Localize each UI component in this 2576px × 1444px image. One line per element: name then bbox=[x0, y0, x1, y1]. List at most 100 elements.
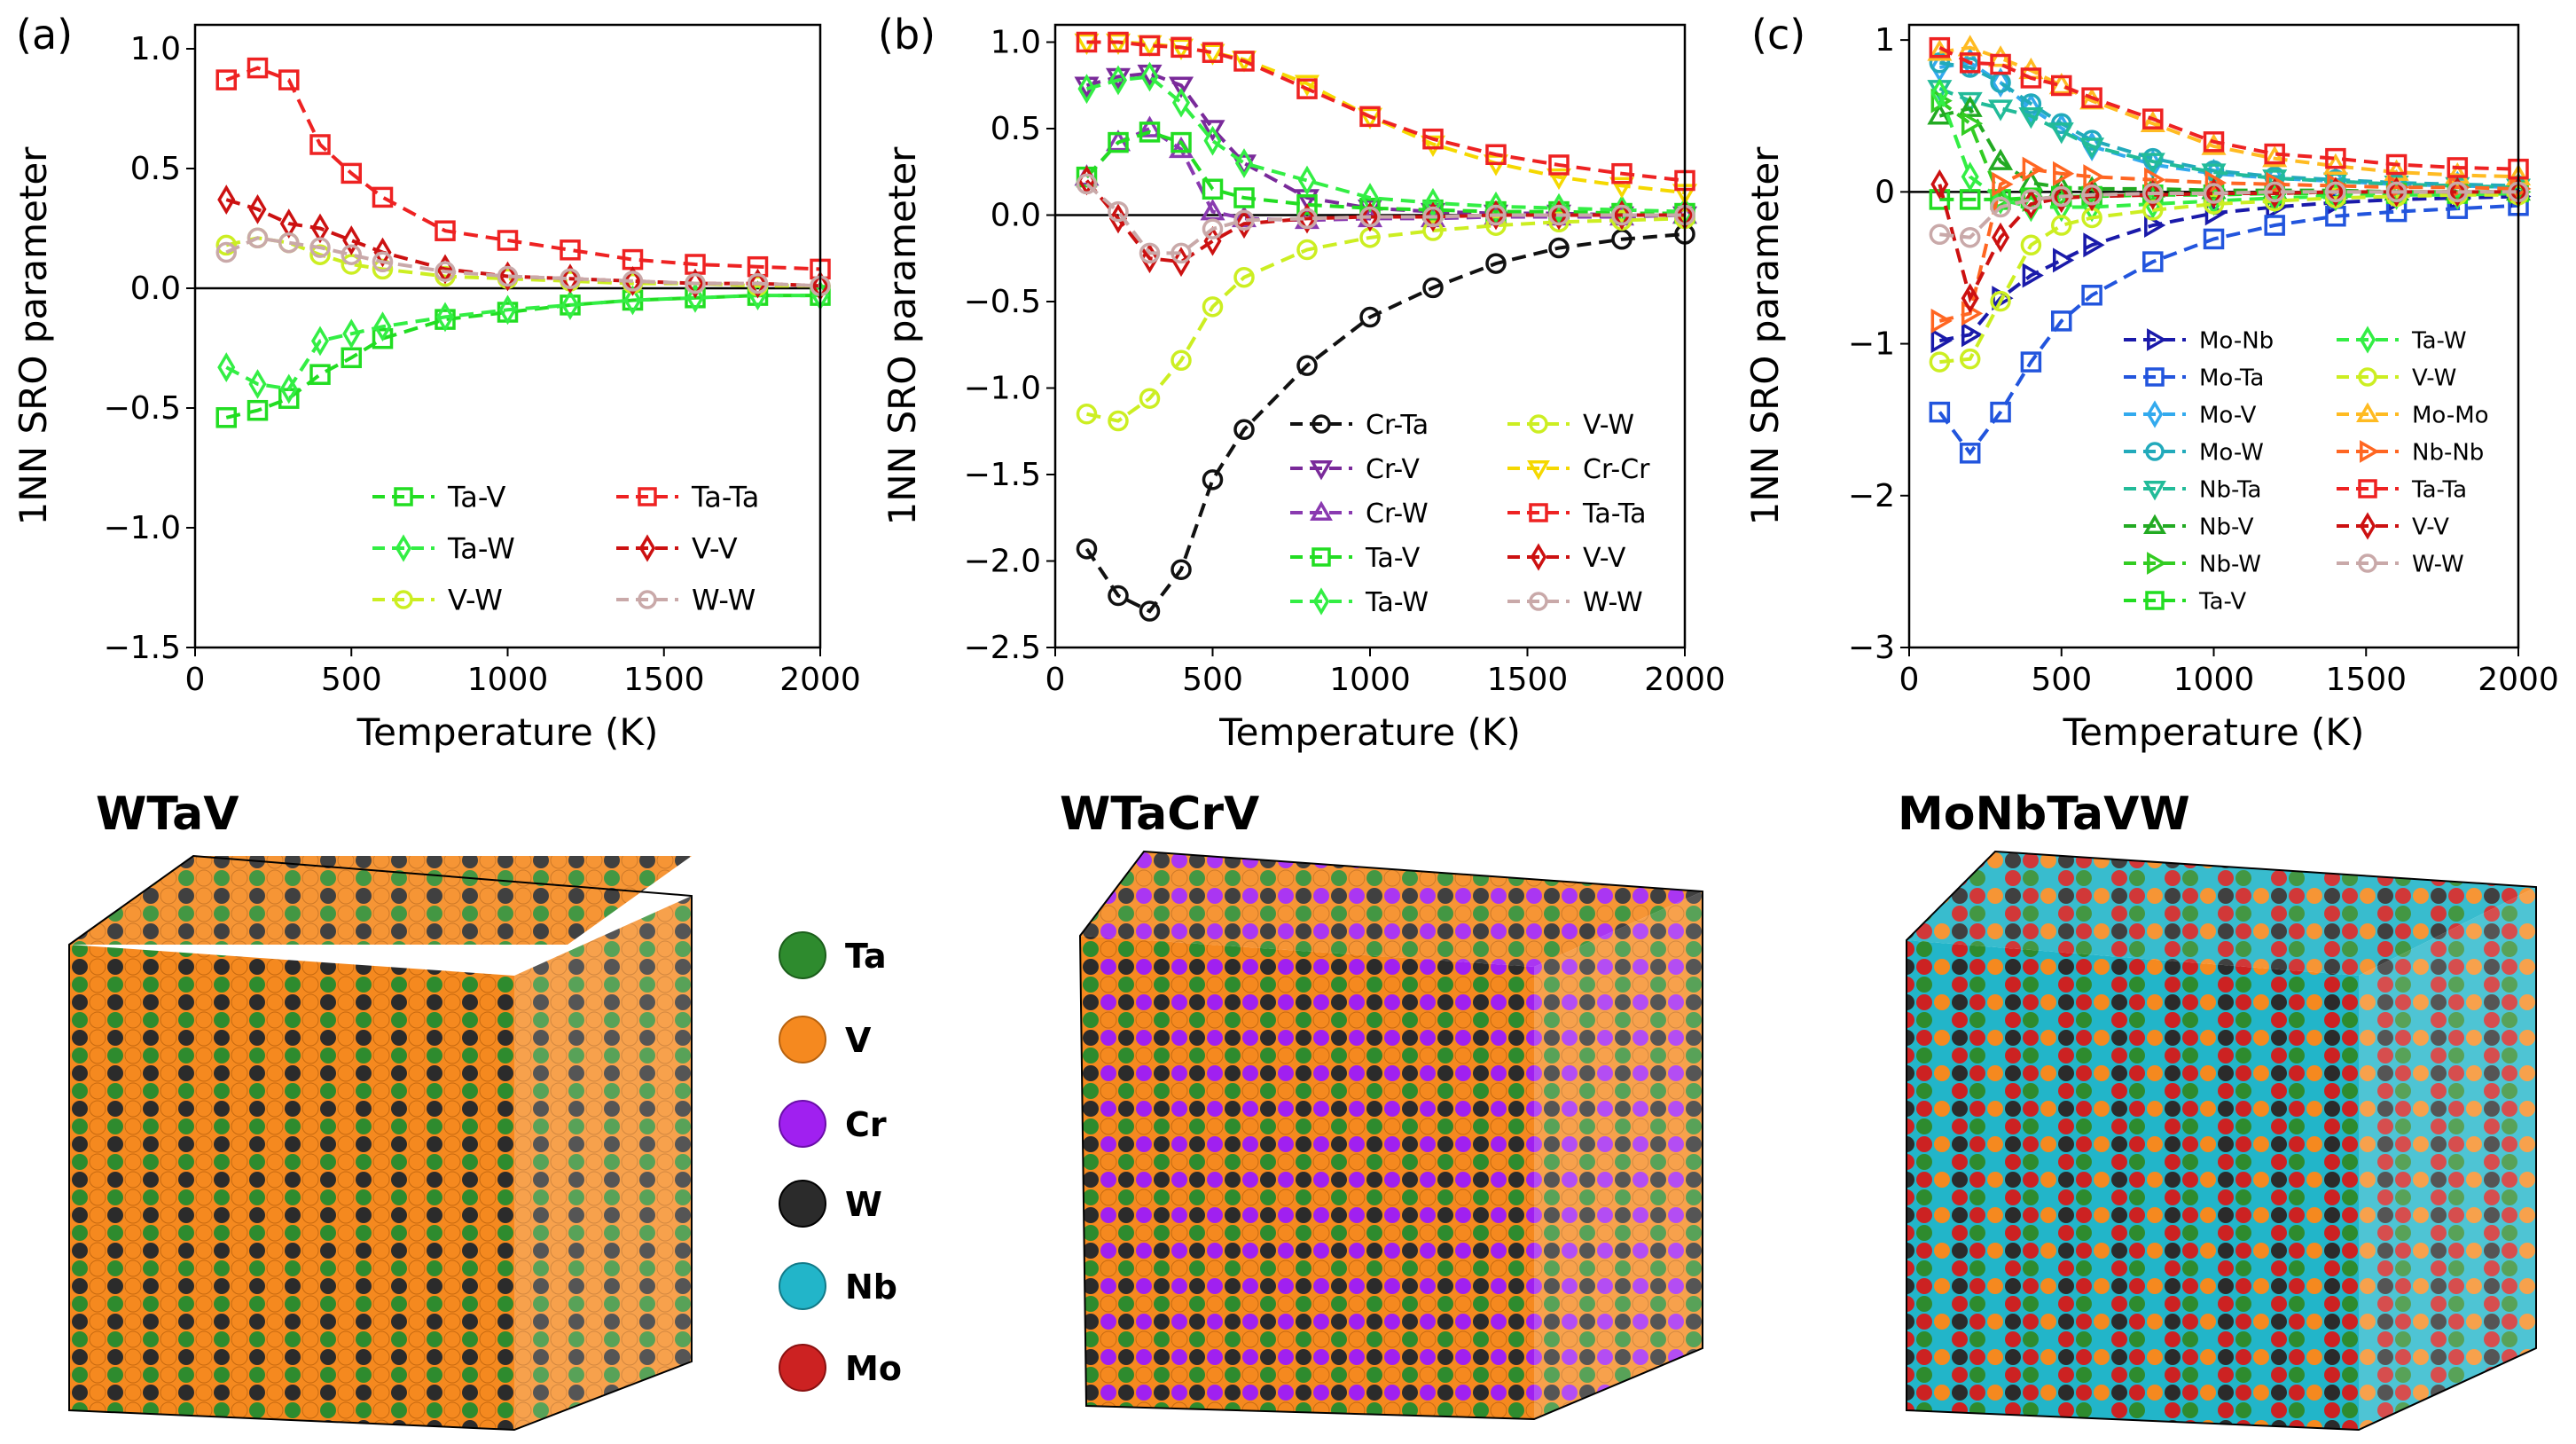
data-point bbox=[247, 57, 269, 79]
data-point bbox=[1200, 43, 1225, 66]
data-point bbox=[1359, 106, 1381, 128]
y-tick-label: −1.5 bbox=[964, 457, 1041, 493]
legend-label: V-V bbox=[2412, 514, 2449, 540]
data-point bbox=[1957, 91, 1983, 114]
y-tick-label: 1 bbox=[1875, 22, 1895, 59]
data-point bbox=[2022, 263, 2044, 288]
legend-marker bbox=[2356, 402, 2379, 422]
data-point bbox=[1202, 42, 1224, 63]
x-axis-label: Temperature (K) bbox=[356, 710, 659, 754]
legend-label: Ta-V bbox=[2198, 588, 2246, 615]
data-point bbox=[341, 254, 362, 275]
data-point bbox=[2325, 147, 2346, 169]
legend-item-v-w: V-W bbox=[2337, 365, 2456, 391]
data-point bbox=[560, 289, 580, 320]
series-line bbox=[1938, 45, 2519, 171]
data-point bbox=[215, 241, 237, 263]
data-point bbox=[1233, 419, 1255, 441]
data-point bbox=[1076, 538, 1098, 560]
legend-label: W-W bbox=[2412, 551, 2464, 577]
data-point bbox=[1203, 125, 1222, 156]
element-swatch-v bbox=[779, 1016, 826, 1063]
data-point bbox=[1202, 296, 1224, 318]
legend-label: V-V bbox=[1583, 543, 1626, 574]
legend-item-w-w: W-W bbox=[1507, 587, 1643, 618]
series-ta-ta bbox=[1929, 36, 2529, 180]
legend-item-v-w: V-W bbox=[372, 584, 503, 617]
data-point bbox=[1990, 196, 2011, 218]
series-ta-v bbox=[215, 285, 831, 428]
data-point bbox=[342, 318, 361, 349]
legend-label: Nb-Ta bbox=[2199, 476, 2261, 503]
data-point bbox=[1927, 103, 1953, 125]
data-point bbox=[560, 263, 580, 294]
legend-marker bbox=[1529, 592, 1548, 611]
legend-label: Ta-Ta bbox=[691, 481, 759, 514]
data-point bbox=[1930, 78, 1949, 108]
series-line bbox=[1086, 216, 1686, 423]
cube-frame bbox=[68, 854, 693, 1432]
data-point bbox=[1422, 220, 1444, 241]
data-point bbox=[2326, 177, 2345, 208]
data-point bbox=[2020, 189, 2042, 210]
y-tick-label: −1.5 bbox=[104, 630, 181, 666]
data-point bbox=[435, 261, 456, 282]
y-axis-label: 1NN SRO parameter bbox=[881, 146, 924, 526]
legend-label: Mo-W bbox=[2199, 439, 2264, 466]
legend-marker bbox=[394, 590, 413, 609]
x-tick-label: 1000 bbox=[467, 662, 549, 698]
legend-marker bbox=[2147, 328, 2167, 351]
data-point bbox=[1961, 322, 1984, 348]
data-point bbox=[2083, 164, 2105, 190]
legend-item-nb-nb: Nb-Nb bbox=[2337, 439, 2484, 466]
series-v-w bbox=[1076, 208, 1695, 432]
data-point bbox=[2447, 157, 2469, 178]
data-point bbox=[1992, 184, 2010, 215]
series-line bbox=[1085, 75, 1686, 214]
data-point bbox=[1423, 187, 1443, 218]
legend-item-ta-v: Ta-V bbox=[372, 481, 506, 514]
x-tick-label: 1500 bbox=[2325, 662, 2407, 698]
data-point bbox=[341, 347, 362, 369]
legend-marker bbox=[1530, 543, 1547, 571]
data-point bbox=[1422, 199, 1444, 221]
data-point bbox=[2385, 181, 2408, 203]
y-tick-label: 1.0 bbox=[990, 25, 1041, 61]
y-tick-label: 0.0 bbox=[990, 198, 1041, 234]
data-point bbox=[1611, 162, 1633, 184]
data-point bbox=[2204, 170, 2227, 196]
cube-side-face bbox=[2359, 887, 2536, 1430]
data-point bbox=[497, 265, 519, 287]
legend-item-nb-w: Nb-W bbox=[2124, 551, 2261, 577]
legend-label: Ta-V bbox=[447, 481, 506, 514]
data-point bbox=[1992, 67, 2010, 98]
data-point bbox=[1076, 31, 1098, 53]
legend-item-cr-ta: Cr-Ta bbox=[1290, 410, 1429, 441]
data-point bbox=[1202, 218, 1224, 239]
legend-marker bbox=[2147, 552, 2167, 575]
data-point bbox=[1108, 200, 1129, 223]
series-line bbox=[1085, 182, 1685, 255]
data-point bbox=[498, 261, 517, 292]
series-line bbox=[225, 236, 821, 288]
legend-item-ta-w: Ta-W bbox=[1290, 587, 1429, 618]
data-point bbox=[2143, 179, 2162, 210]
chart-legend: Mo-Nb Mo-Ta Mo-V Mo-W Nb-Ta Nb-V Nb-W Ta-V Ta-W V… bbox=[2124, 326, 2489, 615]
data-point bbox=[1108, 203, 1128, 234]
data-point bbox=[1930, 169, 1949, 200]
element-swatch-nb bbox=[779, 1262, 826, 1310]
legend-item-mo-ta: Mo-Ta bbox=[2124, 365, 2264, 391]
cube-top-face bbox=[69, 856, 692, 945]
y-tick-label: 0.5 bbox=[990, 111, 1041, 147]
data-point bbox=[1296, 239, 1318, 261]
element-label-mo: Mo bbox=[845, 1349, 902, 1388]
data-point bbox=[247, 399, 269, 421]
data-point bbox=[309, 364, 331, 385]
data-point bbox=[2079, 137, 2105, 160]
x-tick-label: 500 bbox=[2031, 662, 2092, 698]
data-point bbox=[2051, 185, 2072, 208]
data-point bbox=[2448, 177, 2467, 208]
data-point bbox=[1108, 31, 1129, 53]
legend-label: Ta-Ta bbox=[1582, 498, 1647, 530]
x-tick-label: 500 bbox=[1182, 662, 1243, 698]
